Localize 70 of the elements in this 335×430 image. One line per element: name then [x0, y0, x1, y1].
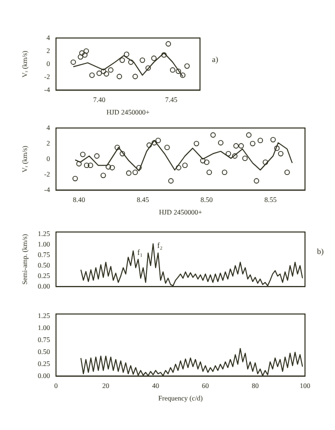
point [204, 160, 210, 165]
point [250, 140, 256, 146]
point [242, 156, 248, 162]
point [254, 178, 260, 184]
point [104, 71, 110, 77]
point [132, 170, 138, 176]
point [182, 162, 188, 168]
point [120, 150, 126, 156]
point [108, 67, 114, 73]
point [120, 57, 125, 63]
point [233, 143, 239, 149]
point [89, 72, 95, 78]
text: b) [317, 246, 324, 256]
point [210, 132, 216, 138]
annotation: f₁ [137, 248, 143, 257]
text: a) [212, 55, 218, 64]
point [184, 63, 190, 69]
point [194, 140, 200, 146]
point [206, 170, 212, 176]
point [170, 67, 176, 73]
point [136, 164, 142, 170]
point [96, 70, 102, 76]
point [278, 150, 284, 156]
point [70, 59, 76, 65]
point [168, 178, 174, 184]
point [155, 138, 161, 144]
point [128, 59, 134, 65]
point [176, 164, 182, 170]
point [166, 41, 172, 47]
point [146, 142, 152, 148]
point [151, 56, 157, 61]
annotation: f₂ [157, 240, 163, 250]
point [145, 65, 151, 71]
point [84, 162, 90, 168]
point [226, 150, 232, 156]
point [176, 68, 182, 74]
point [126, 170, 132, 176]
point [274, 146, 280, 151]
point [200, 158, 206, 164]
point [161, 52, 167, 58]
point [79, 50, 85, 56]
point [140, 57, 146, 63]
point [88, 162, 94, 168]
point [258, 138, 264, 144]
point [106, 164, 112, 170]
point [100, 68, 106, 74]
point [100, 172, 106, 178]
point [114, 144, 120, 150]
point [132, 74, 138, 80]
point [218, 140, 224, 146]
point [78, 54, 84, 60]
point [180, 72, 186, 78]
point [152, 140, 158, 146]
point [262, 160, 268, 165]
point [232, 153, 238, 159]
point [82, 52, 88, 58]
point [94, 153, 100, 159]
point [80, 152, 86, 158]
point [270, 136, 276, 142]
point [116, 74, 122, 80]
point [109, 164, 115, 170]
point [238, 143, 244, 149]
point [124, 52, 130, 58]
point [72, 176, 78, 182]
point [284, 170, 290, 176]
point [76, 161, 82, 166]
point [246, 132, 252, 138]
point [84, 48, 89, 54]
point [222, 170, 228, 176]
point [164, 144, 170, 150]
